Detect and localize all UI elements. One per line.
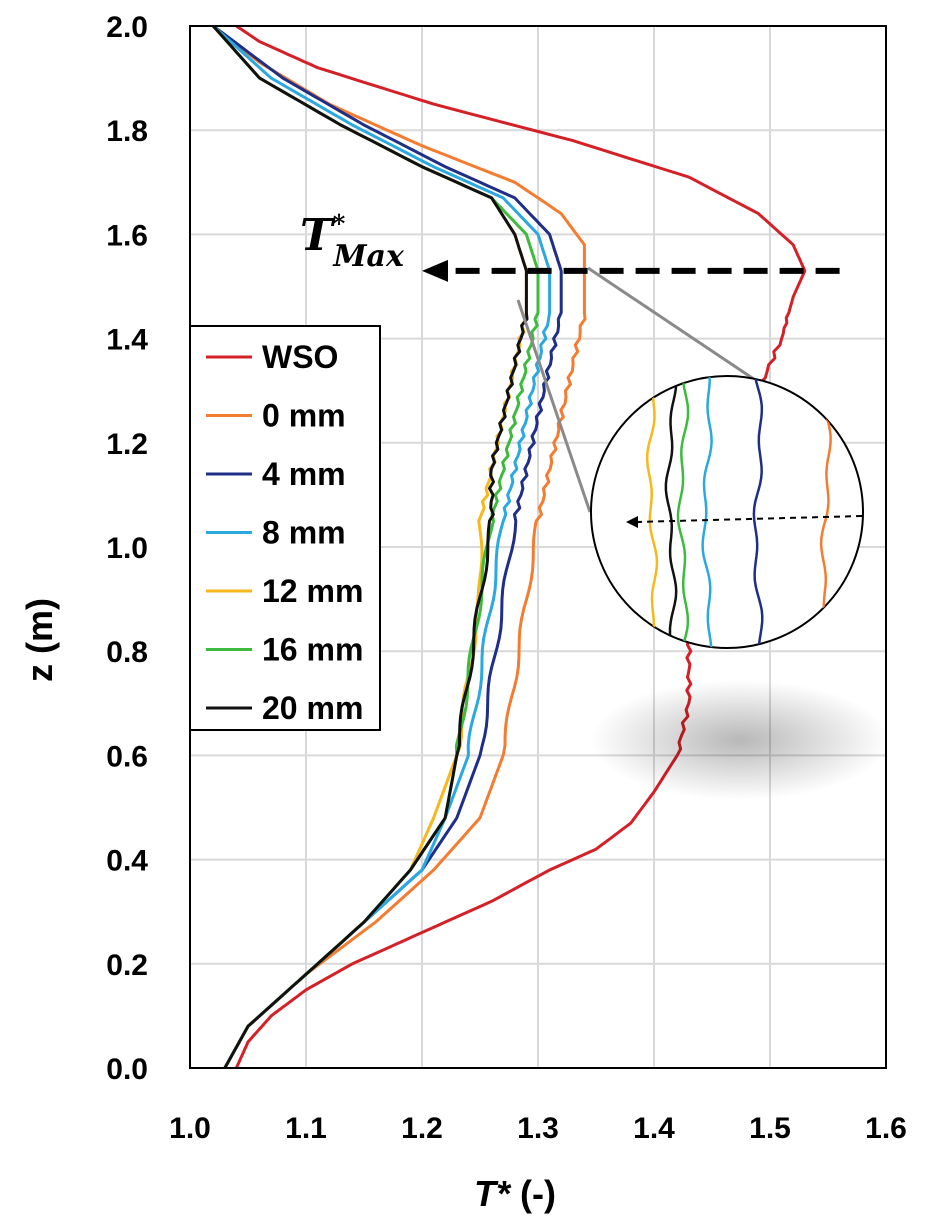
- zoom-line-12-mm: [645, 376, 659, 648]
- zoom-arrow-head: [626, 516, 638, 528]
- y-tick-label: 1.0: [106, 532, 148, 565]
- y-tick-label: 1.6: [106, 219, 148, 252]
- y-tick-labels: 0.0 0.2 0.4 0.6 0.8 1.0 1.2 1.4 1.6 1.8 2.0: [106, 11, 148, 1086]
- zoom-curves: [645, 376, 833, 648]
- zoom-connector-bottom: [516, 299, 592, 513]
- x-tick-label: 1.1: [285, 1112, 327, 1145]
- x-tick-labels: 1.0 1.1 1.2 1.3 1.4 1.5 1.6: [169, 1112, 907, 1145]
- legend-label: 0 mm: [262, 398, 346, 434]
- legend-box: [189, 325, 381, 731]
- x-tick-label: 1.0: [169, 1112, 211, 1145]
- legend-label: 12 mm: [262, 573, 363, 609]
- legend: WSO 0 mm 4 mm 8 mm 12 mm 16 mm 20 mm: [189, 325, 381, 731]
- legend-label: 16 mm: [262, 632, 363, 668]
- y-tick-label: 1.4: [106, 324, 148, 357]
- zoom-circle: [590, 375, 864, 649]
- tmax-label-sup: *: [333, 209, 346, 238]
- zoom-line-20-mm: [664, 376, 678, 648]
- y-tick-label: 0.6: [106, 740, 148, 773]
- y-tick-label: 0.2: [106, 949, 148, 982]
- tmax-label-main: T: [300, 210, 336, 261]
- x-axis-title-main: T*: [474, 1173, 512, 1214]
- x-tick-label: 1.5: [749, 1112, 791, 1145]
- y-tick-label: 1.8: [106, 115, 148, 148]
- series-line-20-mm: [212, 26, 529, 1068]
- legend-label: WSO: [262, 339, 338, 375]
- legend-label: 8 mm: [262, 515, 346, 551]
- x-tick-label: 1.4: [633, 1112, 675, 1145]
- x-axis-title: T* (-): [474, 1173, 556, 1214]
- zoom-inset: [516, 266, 864, 649]
- x-axis-title-unit: (-): [510, 1173, 556, 1214]
- y-tick-label: 0.4: [106, 845, 148, 878]
- y-tick-label: 2.0: [106, 11, 148, 44]
- tmax-annotation: T* Max: [300, 209, 840, 282]
- x-tick-label: 1.6: [865, 1112, 907, 1145]
- zoom-arrow-line: [635, 515, 863, 523]
- y-tick-label: 0.8: [106, 636, 148, 669]
- tmax-arrow-head: [422, 259, 448, 282]
- drop-shadow: [590, 680, 890, 800]
- y-tick-label: 1.2: [106, 428, 148, 461]
- tmax-label-sub: Max: [332, 239, 405, 274]
- y-tick-label: 0.0: [106, 1053, 148, 1086]
- zoom-line-4-mm: [752, 376, 764, 648]
- zoom-line-8-mm: [701, 376, 713, 648]
- zoom-line-16-mm: [676, 376, 690, 648]
- legend-label: 4 mm: [262, 456, 346, 492]
- series-line-0-mm: [212, 26, 587, 1068]
- tmax-label: T* Max: [300, 209, 405, 274]
- x-tick-label: 1.2: [401, 1112, 443, 1145]
- legend-label: 20 mm: [262, 690, 363, 726]
- series-line-8-mm: [212, 26, 552, 1068]
- x-tick-label: 1.3: [517, 1112, 559, 1145]
- y-axis-title: z (m): [19, 598, 60, 682]
